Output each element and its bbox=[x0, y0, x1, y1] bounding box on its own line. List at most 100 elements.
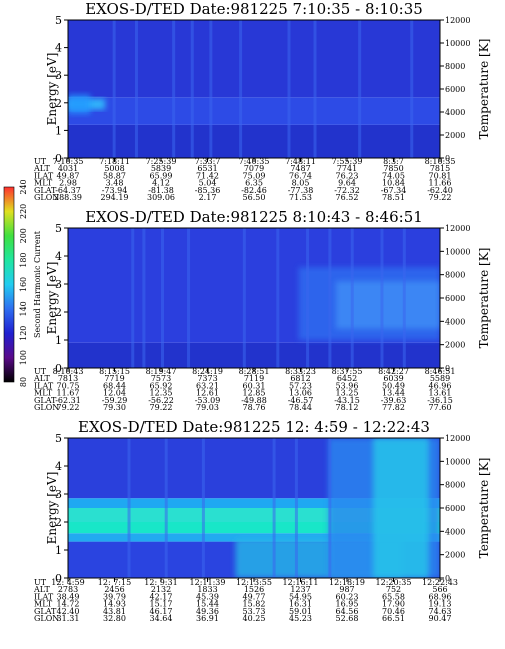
annotation-value: 12.35 bbox=[150, 389, 173, 398]
y2-tick-label: 10000 bbox=[445, 247, 470, 256]
annotation-value: 7:10:35 bbox=[53, 157, 84, 166]
y-tick-label: 2 bbox=[55, 97, 62, 110]
annotation-value: -72.32 bbox=[334, 186, 360, 195]
y2-tick-label: 2000 bbox=[445, 341, 465, 350]
y2-axis-label: Temperature [K] bbox=[477, 39, 491, 140]
y-tick-label: 4 bbox=[55, 250, 62, 263]
annotation-value: 1833 bbox=[197, 585, 217, 594]
annotation-value: 42.17 bbox=[150, 592, 173, 601]
annotation-value: 8:28:51 bbox=[239, 367, 270, 376]
annotation-value: 9.64 bbox=[338, 179, 356, 188]
annotation-value: 7741 bbox=[337, 164, 357, 173]
annotation-value: 53.73 bbox=[243, 607, 266, 616]
annotation-value: 2.98 bbox=[59, 179, 77, 188]
annotation-value: 71.53 bbox=[289, 193, 312, 202]
y-tick-label: 3 bbox=[55, 278, 62, 291]
annotation-value: 13.06 bbox=[289, 389, 312, 398]
annotation-row-label: GLON bbox=[34, 614, 59, 623]
annotation-value: 12:13:55 bbox=[236, 578, 272, 587]
vertical-streak-2 bbox=[134, 20, 138, 158]
colorbar-tick-label: 80 bbox=[19, 377, 28, 387]
annotation-value: 14.93 bbox=[103, 600, 126, 609]
annotation-value: 32.80 bbox=[103, 614, 126, 623]
vertical-streak-6 bbox=[239, 20, 243, 158]
y2-tick-label: 0 bbox=[445, 154, 450, 163]
annotation-value: -36.15 bbox=[427, 396, 453, 405]
annotation-value: 14.72 bbox=[57, 600, 80, 609]
intensity-region-2 bbox=[68, 94, 91, 114]
annotation-value: 40.25 bbox=[243, 614, 266, 623]
annotation-row-label: GLAT bbox=[34, 396, 57, 405]
annotation-value: 1526 bbox=[244, 585, 264, 594]
annotation-value: 36.91 bbox=[196, 614, 219, 623]
annotation-value: -85.36 bbox=[195, 186, 221, 195]
annotation-value: 6812 bbox=[290, 374, 310, 383]
plot-area-1 bbox=[68, 20, 440, 158]
annotation-value: 78.51 bbox=[382, 193, 405, 202]
y-tick-label: 0 bbox=[55, 152, 62, 165]
annotation-value: 7573 bbox=[151, 374, 171, 383]
y2-tick-label: 4000 bbox=[445, 317, 465, 326]
annotation-value: 77.60 bbox=[429, 403, 452, 412]
annotation-value: 7:18:11 bbox=[99, 157, 130, 166]
annotation-value: 12:16:11 bbox=[283, 578, 319, 587]
annotation-value: 12.85 bbox=[243, 389, 266, 398]
annotation-value: 3.48 bbox=[106, 179, 124, 188]
annotation-row-label: GLON bbox=[34, 193, 59, 202]
y2-tick-label: 12000 bbox=[445, 224, 470, 233]
annotation-value: 7487 bbox=[290, 164, 310, 173]
annotation-row-label: GLAT bbox=[34, 186, 57, 195]
annotation-row-label: ALT bbox=[33, 164, 50, 173]
annotation-value: -53.09 bbox=[195, 396, 221, 405]
annotation-value: 288.39 bbox=[54, 193, 82, 202]
y2-axis-label: Temperature [K] bbox=[477, 248, 491, 349]
y-tick-label: 5 bbox=[55, 222, 62, 235]
annotation-row-label: GLAT bbox=[34, 607, 57, 616]
annotation-value: 63.21 bbox=[196, 381, 219, 390]
annotation-value: -77.38 bbox=[288, 186, 314, 195]
y-axis-label: Energy [eV] bbox=[45, 472, 59, 545]
annotation-row-label: ILAT bbox=[34, 381, 54, 390]
annotation-value: 566 bbox=[432, 585, 447, 594]
colorbar-tick-label: 160 bbox=[19, 277, 28, 292]
annotation-value: 78.12 bbox=[336, 403, 359, 412]
colorbar-tick-label: 140 bbox=[19, 301, 28, 316]
annotation-value: 752 bbox=[386, 585, 401, 594]
annotation-value: 7850 bbox=[383, 164, 403, 173]
y2-tick-label: 2000 bbox=[445, 131, 465, 140]
vertical-streak-5 bbox=[209, 20, 213, 158]
annotation-value: 11.66 bbox=[429, 179, 452, 188]
annotation-value: 15.44 bbox=[196, 600, 219, 609]
annotation-value: 54.95 bbox=[289, 592, 312, 601]
y-axis-label: Energy [eV] bbox=[45, 53, 59, 126]
y-tick-label: 4 bbox=[55, 42, 62, 55]
annotation-value: -62.40 bbox=[427, 186, 453, 195]
annotation-value: 70.81 bbox=[429, 171, 452, 180]
annotation-value: 5.04 bbox=[199, 179, 217, 188]
energy-band-2 bbox=[68, 97, 440, 125]
annotation-value: 13.25 bbox=[336, 389, 359, 398]
annotation-value: 49.87 bbox=[57, 171, 80, 180]
intensity-region-3 bbox=[373, 438, 429, 578]
energy-band-2 bbox=[68, 533, 440, 542]
annotation-value: 2.17 bbox=[199, 193, 217, 202]
annotation-value: 46.96 bbox=[429, 381, 452, 390]
annotation-value: 68.96 bbox=[429, 592, 452, 601]
y-tick-label: 5 bbox=[55, 14, 62, 27]
annotation-value: 19.13 bbox=[429, 600, 452, 609]
colorbar-tick-label: 120 bbox=[19, 326, 28, 341]
y-tick-label: 3 bbox=[55, 488, 62, 501]
annotation-value: 2132 bbox=[151, 585, 171, 594]
annotation-value: -67.34 bbox=[381, 186, 407, 195]
annotation-value: 8:42:27 bbox=[378, 367, 409, 376]
y-tick-label: 1 bbox=[55, 544, 62, 557]
energy-band-1 bbox=[68, 342, 440, 368]
annotation-value: 8:33:23 bbox=[285, 367, 316, 376]
annotation-value: 8.05 bbox=[292, 179, 310, 188]
annotation-value: 78.44 bbox=[289, 403, 312, 412]
annotation-row-label: MLT bbox=[34, 600, 53, 609]
annotation-value: 59.01 bbox=[289, 607, 312, 616]
annotation-value: 8:10:35 bbox=[425, 157, 456, 166]
energy-band-3 bbox=[68, 20, 440, 98]
vertical-streak-2 bbox=[142, 228, 146, 368]
